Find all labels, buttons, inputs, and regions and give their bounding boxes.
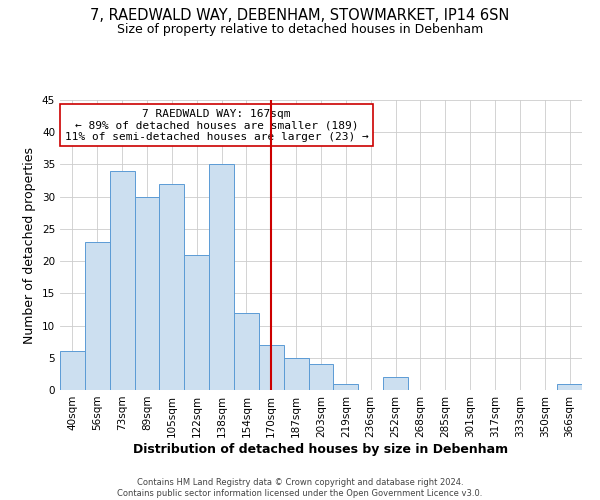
- Bar: [557, 384, 582, 390]
- Bar: [209, 164, 234, 390]
- Y-axis label: Number of detached properties: Number of detached properties: [23, 146, 37, 344]
- Bar: [383, 377, 408, 390]
- Bar: [160, 184, 184, 390]
- Bar: [184, 254, 209, 390]
- Bar: [308, 364, 334, 390]
- Text: 7 RAEDWALD WAY: 167sqm
← 89% of detached houses are smaller (189)
11% of semi-de: 7 RAEDWALD WAY: 167sqm ← 89% of detached…: [65, 108, 368, 142]
- Text: Distribution of detached houses by size in Debenham: Distribution of detached houses by size …: [133, 442, 509, 456]
- Text: 7, RAEDWALD WAY, DEBENHAM, STOWMARKET, IP14 6SN: 7, RAEDWALD WAY, DEBENHAM, STOWMARKET, I…: [91, 8, 509, 22]
- Bar: [234, 312, 259, 390]
- Bar: [334, 384, 358, 390]
- Text: Size of property relative to detached houses in Debenham: Size of property relative to detached ho…: [117, 22, 483, 36]
- Bar: [60, 352, 85, 390]
- Bar: [85, 242, 110, 390]
- Bar: [110, 171, 134, 390]
- Bar: [284, 358, 308, 390]
- Bar: [259, 345, 284, 390]
- Text: Contains HM Land Registry data © Crown copyright and database right 2024.
Contai: Contains HM Land Registry data © Crown c…: [118, 478, 482, 498]
- Bar: [134, 196, 160, 390]
